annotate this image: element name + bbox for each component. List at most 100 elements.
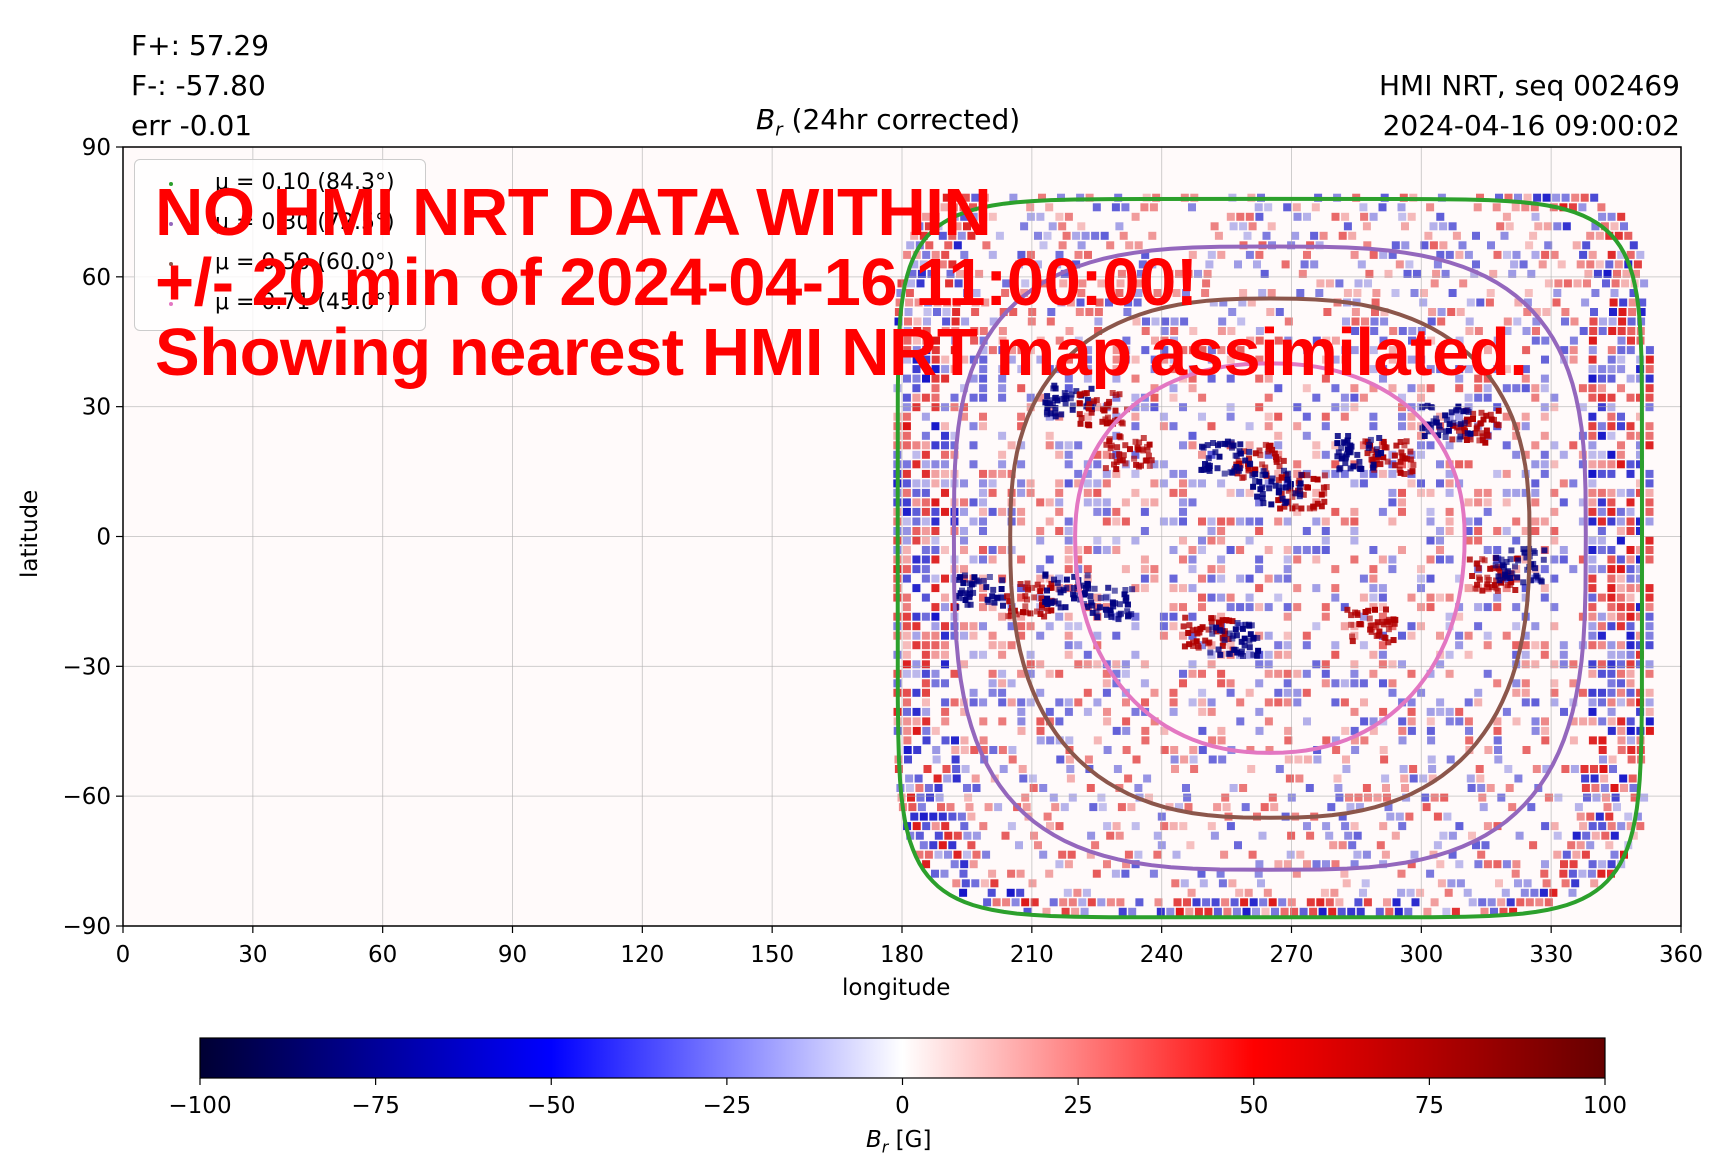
magnetogram-pixel [1391, 831, 1400, 840]
active-region-pixel [1181, 643, 1188, 650]
active-region-pixel [1047, 410, 1054, 417]
magnetogram-pixel [1179, 469, 1187, 478]
magnetogram-pixel [1169, 546, 1178, 554]
magnetogram-pixel [1331, 584, 1340, 593]
active-region-pixel [1209, 630, 1216, 637]
active-region-pixel [1185, 630, 1192, 636]
magnetogram-pixel [1207, 374, 1216, 383]
active-region-pixel [1125, 612, 1132, 619]
magnetogram-pixel [1626, 250, 1635, 259]
magnetogram-pixel [1188, 584, 1197, 593]
active-region-pixel [1504, 582, 1511, 589]
magnetogram-pixel [1617, 441, 1625, 450]
magnetogram-pixel [1228, 308, 1237, 316]
magnetogram-pixel [1579, 822, 1588, 831]
magnetogram-pixel [1198, 479, 1206, 488]
magnetogram-pixel [1626, 527, 1635, 535]
magnetogram-pixel [1055, 365, 1064, 374]
magnetogram-pixel [1083, 412, 1092, 421]
magnetogram-pixel [1360, 736, 1369, 745]
magnetogram-pixel [1607, 660, 1616, 669]
magnetogram-pixel [1001, 289, 1010, 297]
magnetogram-pixel [972, 831, 981, 840]
magnetogram-pixel [1493, 736, 1502, 745]
magnetogram-pixel [1134, 241, 1143, 250]
magnetogram-pixel [1628, 298, 1637, 307]
magnetogram-pixel [1429, 222, 1438, 231]
magnetogram-pixel [998, 327, 1007, 335]
magnetogram-pixel [1569, 479, 1578, 488]
magnetogram-pixel [1055, 450, 1064, 459]
magnetogram-pixel [1645, 384, 1654, 393]
active-region-pixel [1512, 563, 1518, 570]
magnetogram-pixel [1616, 574, 1625, 583]
magnetogram-pixel [917, 803, 926, 812]
magnetogram-pixel [960, 660, 968, 669]
magnetogram-pixel [1588, 450, 1597, 459]
magnetogram-pixel [1607, 431, 1616, 440]
magnetogram-pixel [1017, 707, 1026, 716]
active-region-pixel [962, 597, 969, 603]
magnetogram-pixel [1255, 565, 1264, 574]
magnetogram-pixel [1568, 888, 1577, 897]
magnetogram-pixel [1207, 593, 1216, 602]
colorbar-tick-label: −100 [168, 1093, 231, 1119]
magnetogram-pixel [927, 269, 936, 278]
magnetogram-pixel [1274, 593, 1283, 602]
magnetogram-pixel [1407, 422, 1416, 431]
magnetogram-pixel [1626, 574, 1635, 583]
active-region-pixel [1189, 627, 1196, 634]
active-region-pixel [1334, 453, 1341, 460]
magnetogram-pixel [1359, 612, 1368, 621]
magnetogram-pixel [1617, 669, 1625, 678]
magnetogram-pixel [1541, 860, 1549, 869]
magnetogram-pixel [1207, 355, 1216, 364]
magnetogram-pixel [1201, 289, 1210, 297]
magnetogram-pixel [1559, 650, 1568, 659]
magnetogram-pixel [1611, 279, 1620, 288]
magnetogram-pixel [1274, 336, 1283, 345]
magnetogram-pixel [1436, 212, 1445, 221]
magnetogram-pixel [1445, 717, 1454, 726]
magnetogram-pixel [1020, 289, 1029, 297]
magnetogram-pixel [896, 289, 905, 297]
magnetogram-pixel [1597, 203, 1606, 212]
magnetogram-pixel [960, 498, 968, 507]
magnetogram-pixel [1362, 850, 1371, 859]
magnetogram-pixel [1589, 317, 1598, 326]
magnetogram-pixel [1388, 250, 1397, 259]
magnetogram-pixel [988, 546, 997, 554]
magnetogram-pixel [1626, 422, 1635, 431]
magnetogram-pixel [1380, 317, 1389, 326]
active-region-pixel [1275, 477, 1282, 484]
magnetogram-pixel [1443, 812, 1452, 821]
magnetogram-pixel [1274, 860, 1283, 869]
magnetogram-pixel [1264, 669, 1273, 678]
magnetogram-pixel [1340, 622, 1349, 631]
magnetogram-pixel [902, 460, 911, 469]
magnetogram-pixel [969, 203, 977, 212]
active-region-pixel [1362, 438, 1369, 445]
magnetogram-pixel [1017, 612, 1026, 621]
magnetogram-pixel [1607, 565, 1616, 574]
active-region-pixel [1533, 572, 1540, 579]
active-region-pixel [1344, 437, 1351, 444]
magnetogram-pixel [1255, 336, 1264, 345]
magnetogram-pixel [1263, 888, 1272, 897]
active-region-pixel [1464, 430, 1471, 437]
magnetogram-pixel [1123, 308, 1132, 316]
magnetogram-pixel [1628, 308, 1637, 316]
active-region-pixel [1238, 648, 1245, 655]
magnetogram-pixel [1588, 565, 1597, 574]
active-region-pixel [1111, 461, 1117, 468]
magnetogram-pixel [1607, 412, 1616, 421]
y-tick-label: −90 [62, 914, 111, 940]
y-tick-label: −60 [62, 784, 111, 810]
magnetogram-pixel [1445, 412, 1454, 421]
magnetogram-pixel [1597, 546, 1606, 554]
magnetogram-pixel [1064, 707, 1073, 716]
magnetogram-pixel [1188, 698, 1197, 707]
active-region-pixel [1070, 591, 1077, 598]
active-region-pixel [1044, 393, 1051, 400]
active-region-pixel [1338, 444, 1345, 451]
